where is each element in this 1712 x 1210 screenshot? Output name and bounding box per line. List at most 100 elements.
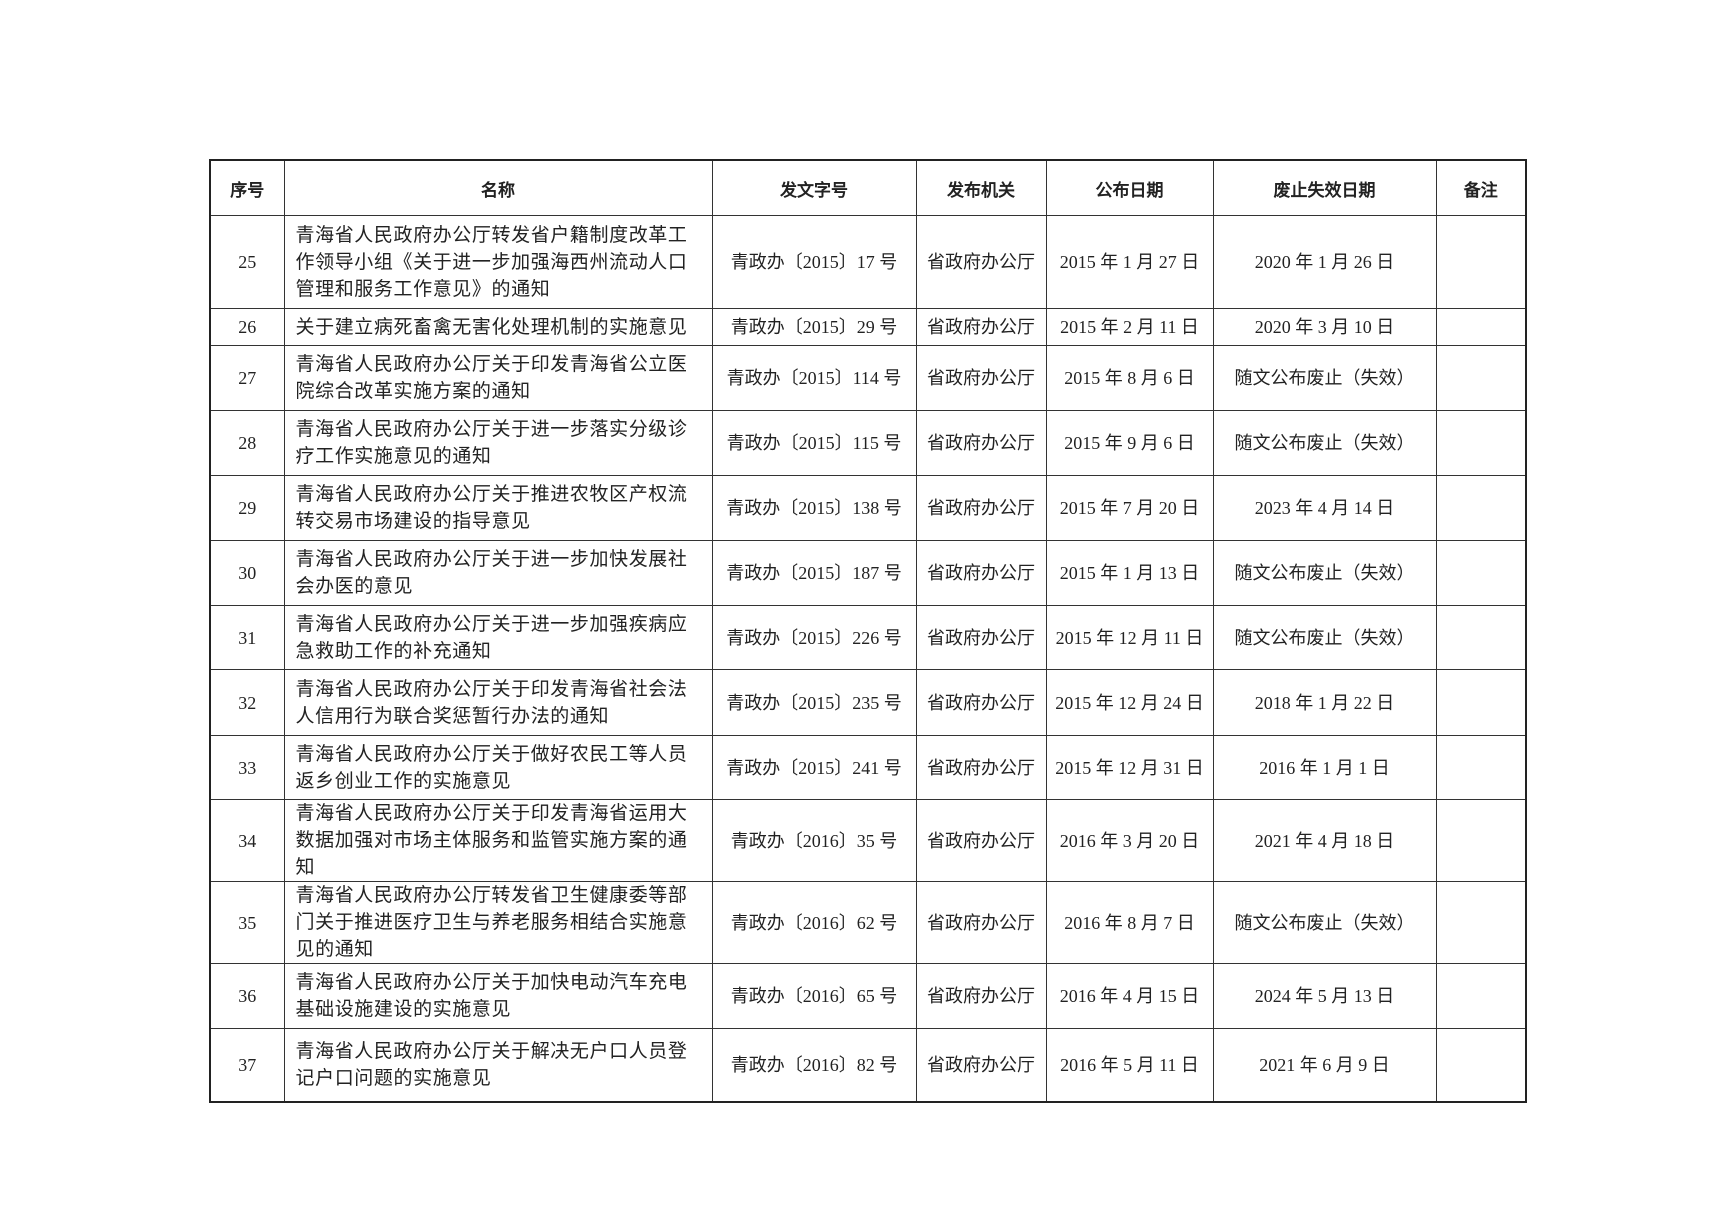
header-cell: 名称 <box>283 159 713 216</box>
repeal-date: 2020 年 3 月 10 日 <box>1212 308 1437 346</box>
document-name: 青海省人民政府办公厅关于进一步加快发展社会办医的意见 <box>283 540 713 606</box>
document-name: 青海省人民政府办公厅关于推进农牧区产权流转交易市场建设的指导意见 <box>283 475 713 541</box>
remark-cell <box>1435 540 1527 606</box>
document-number: 青政办〔2015〕29 号 <box>711 308 917 346</box>
publish-date: 2015 年 8 月 6 日 <box>1045 345 1214 411</box>
publish-date: 2015 年 9 月 6 日 <box>1045 410 1214 476</box>
document-name: 青海省人民政府办公厅关于印发青海省公立医院综合改革实施方案的通知 <box>283 345 713 411</box>
table-row: 30 青海省人民政府办公厅关于进一步加快发展社会办医的意见 青政办〔2015〕187… <box>209 540 1527 606</box>
table-row: 31 青海省人民政府办公厅关于进一步加强疾病应急救助工作的补充通知 青政办〔2015… <box>209 605 1527 670</box>
issuing-authority: 省政府办公厅 <box>915 1028 1047 1102</box>
document-number: 青政办〔2015〕114 号 <box>711 345 917 411</box>
issuing-authority: 省政府办公厅 <box>915 735 1047 800</box>
remark-cell <box>1435 735 1527 800</box>
document-name: 关于建立病死畜禽无害化处理机制的实施意见 <box>283 308 713 346</box>
repeal-date: 随文公布废止（失效） <box>1212 540 1437 606</box>
repeal-date: 2024 年 5 月 13 日 <box>1212 963 1437 1029</box>
publish-date: 2015 年 7 月 20 日 <box>1045 475 1214 541</box>
issuing-authority: 省政府办公厅 <box>915 963 1047 1029</box>
publish-date: 2016 年 3 月 20 日 <box>1045 799 1214 882</box>
document-name: 青海省人民政府办公厅关于做好农民工等人员返乡创业工作的实施意见 <box>283 735 713 800</box>
remark-cell <box>1435 215 1527 309</box>
repeal-date: 2021 年 6 月 9 日 <box>1212 1028 1437 1102</box>
document-number: 青政办〔2015〕241 号 <box>711 735 917 800</box>
document-number: 青政办〔2016〕65 号 <box>711 963 917 1029</box>
remark-cell <box>1435 410 1527 476</box>
row-number: 31 <box>209 605 285 670</box>
repeal-date: 随文公布废止（失效） <box>1212 605 1437 670</box>
row-number: 36 <box>209 963 285 1029</box>
issuing-authority: 省政府办公厅 <box>915 215 1047 309</box>
document-name: 青海省人民政府办公厅关于进一步加强疾病应急救助工作的补充通知 <box>283 605 713 670</box>
table-row: 33 青海省人民政府办公厅关于做好农民工等人员返乡创业工作的实施意见 青政办〔201… <box>209 735 1527 800</box>
issuing-authority: 省政府办公厅 <box>915 475 1047 541</box>
issuing-authority: 省政府办公厅 <box>915 540 1047 606</box>
publish-date: 2015 年 2 月 11 日 <box>1045 308 1214 346</box>
row-number: 33 <box>209 735 285 800</box>
issuing-authority: 省政府办公厅 <box>915 308 1047 346</box>
document-name: 青海省人民政府办公厅转发省户籍制度改革工作领导小组《关于进一步加强海西州流动人口… <box>283 215 713 309</box>
remark-cell <box>1435 1028 1527 1102</box>
row-number: 30 <box>209 540 285 606</box>
document-table: 序号 名称 发文字号 发布机关 公布日期 废止失效日期 备注 25 青海省人民政府办公厅转发省… <box>209 159 1527 1103</box>
remark-cell <box>1435 605 1527 670</box>
table-row: 25 青海省人民政府办公厅转发省户籍制度改革工作领导小组《关于进一步加强海西州流动… <box>209 215 1527 309</box>
publish-date: 2016 年 8 月 7 日 <box>1045 881 1214 964</box>
remark-cell <box>1435 669 1527 736</box>
document-name: 青海省人民政府办公厅关于进一步落实分级诊疗工作实施意见的通知 <box>283 410 713 476</box>
row-number: 27 <box>209 345 285 411</box>
table-row: 29 青海省人民政府办公厅关于推进农牧区产权流转交易市场建设的指导意见 青政办〔20… <box>209 475 1527 541</box>
repeal-date: 2021 年 4 月 18 日 <box>1212 799 1437 882</box>
repeal-date: 2018 年 1 月 22 日 <box>1212 669 1437 736</box>
document-name: 青海省人民政府办公厅关于印发青海省社会法人信用行为联合奖惩暂行办法的通知 <box>283 669 713 736</box>
document-number: 青政办〔2015〕226 号 <box>711 605 917 670</box>
issuing-authority: 省政府办公厅 <box>915 345 1047 411</box>
row-number: 35 <box>209 881 285 964</box>
row-number: 32 <box>209 669 285 736</box>
publish-date: 2015 年 1 月 13 日 <box>1045 540 1214 606</box>
remark-cell <box>1435 475 1527 541</box>
publish-date: 2015 年 12 月 31 日 <box>1045 735 1214 800</box>
document-name: 青海省人民政府办公厅转发省卫生健康委等部门关于推进医疗卫生与养老服务相结合实施意… <box>283 881 713 964</box>
table-row: 26 关于建立病死畜禽无害化处理机制的实施意见 青政办〔2015〕29 号省政府办公… <box>209 308 1527 346</box>
repeal-date: 2020 年 1 月 26 日 <box>1212 215 1437 309</box>
document-number: 青政办〔2015〕115 号 <box>711 410 917 476</box>
header-cell: 发文字号 <box>711 159 917 216</box>
issuing-authority: 省政府办公厅 <box>915 410 1047 476</box>
row-number: 29 <box>209 475 285 541</box>
document-name: 青海省人民政府办公厅关于解决无户口人员登记户口问题的实施意见 <box>283 1028 713 1102</box>
document-number: 青政办〔2016〕62 号 <box>711 881 917 964</box>
document-number: 青政办〔2015〕187 号 <box>711 540 917 606</box>
document-number: 青政办〔2016〕35 号 <box>711 799 917 882</box>
document-number: 青政办〔2015〕17 号 <box>711 215 917 309</box>
table-row: 36 青海省人民政府办公厅关于加快电动汽车充电基础设施建设的实施意见 青政办〔201… <box>209 963 1527 1029</box>
table-row: 32 青海省人民政府办公厅关于印发青海省社会法人信用行为联合奖惩暂行办法的通知 青政… <box>209 669 1527 736</box>
issuing-authority: 省政府办公厅 <box>915 881 1047 964</box>
row-number: 26 <box>209 308 285 346</box>
row-number: 37 <box>209 1028 285 1102</box>
remark-cell <box>1435 963 1527 1029</box>
remark-cell <box>1435 799 1527 882</box>
header-cell: 废止失效日期 <box>1212 159 1437 216</box>
repeal-date: 2016 年 1 月 1 日 <box>1212 735 1437 800</box>
document-name: 青海省人民政府办公厅关于加快电动汽车充电基础设施建设的实施意见 <box>283 963 713 1029</box>
remark-cell <box>1435 881 1527 964</box>
header-cell: 备注 <box>1435 159 1527 216</box>
table-body: 25 青海省人民政府办公厅转发省户籍制度改革工作领导小组《关于进一步加强海西州流动… <box>209 215 1527 1102</box>
row-number: 25 <box>209 215 285 309</box>
header-cell: 序号 <box>209 159 285 216</box>
document-name: 青海省人民政府办公厅关于印发青海省运用大数据加强对市场主体服务和监管实施方案的通… <box>283 799 713 882</box>
table-row: 34 青海省人民政府办公厅关于印发青海省运用大数据加强对市场主体服务和监管实施方案… <box>209 799 1527 882</box>
header-row: 序号 名称 发文字号 发布机关 公布日期 废止失效日期 备注 <box>209 159 1527 216</box>
header-cell: 公布日期 <box>1045 159 1214 216</box>
row-number: 28 <box>209 410 285 476</box>
issuing-authority: 省政府办公厅 <box>915 799 1047 882</box>
header-cell: 发布机关 <box>915 159 1047 216</box>
document-number: 青政办〔2015〕138 号 <box>711 475 917 541</box>
publish-date: 2015 年 1 月 27 日 <box>1045 215 1214 309</box>
repeal-date: 随文公布废止（失效） <box>1212 345 1437 411</box>
publish-date: 2015 年 12 月 24 日 <box>1045 669 1214 736</box>
document-number: 青政办〔2015〕235 号 <box>711 669 917 736</box>
repeal-date: 2023 年 4 月 14 日 <box>1212 475 1437 541</box>
